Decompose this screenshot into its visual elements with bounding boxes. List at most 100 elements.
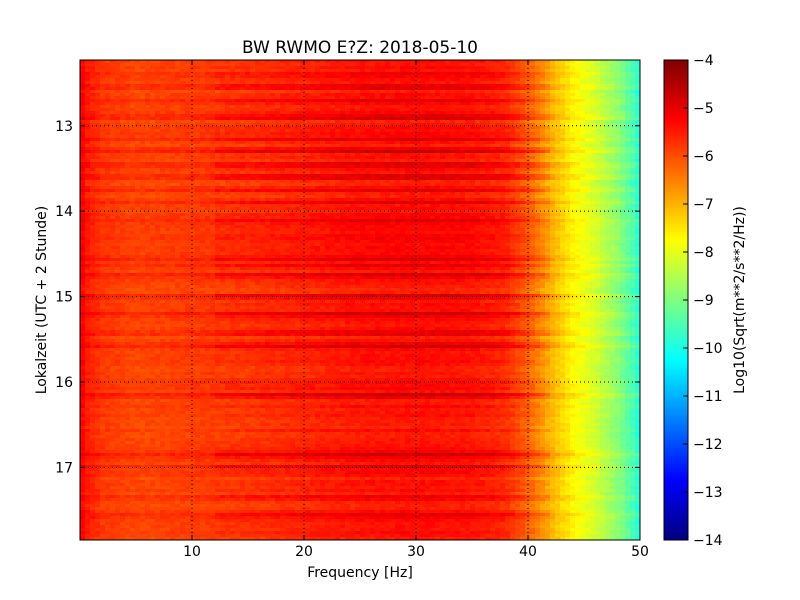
heatmap-cell — [200, 60, 206, 64]
heatmap-cell — [255, 69, 261, 73]
heatmap-cell — [155, 84, 161, 88]
heatmap-cell — [225, 87, 231, 91]
heatmap-cell — [275, 78, 281, 82]
heatmap-cell — [360, 75, 366, 79]
heatmap-cell — [480, 72, 486, 76]
heatmap-cell — [130, 102, 136, 106]
heatmap-cell — [120, 102, 126, 106]
heatmap-cell — [540, 87, 546, 91]
heatmap-cell — [635, 69, 640, 73]
heatmap-cell — [530, 90, 536, 94]
heatmap-cell — [160, 84, 166, 88]
heatmap-cell — [320, 60, 326, 64]
heatmap-cell — [475, 69, 481, 73]
heatmap-cell — [595, 63, 601, 67]
heatmap-cell — [140, 84, 146, 88]
heatmap-cell — [170, 60, 176, 64]
heatmap-cell — [490, 102, 496, 106]
heatmap-cell — [180, 102, 186, 106]
heatmap-cell — [165, 66, 171, 70]
heatmap-cell — [310, 96, 316, 100]
heatmap-cell — [530, 96, 536, 100]
heatmap-cell — [415, 84, 421, 88]
heatmap-cell — [290, 90, 296, 94]
heatmap-cell — [275, 102, 281, 106]
heatmap-cell — [595, 96, 601, 100]
heatmap-cell — [435, 75, 441, 79]
heatmap-cell — [320, 81, 326, 85]
heatmap-cell — [215, 96, 221, 100]
heatmap-cell — [540, 102, 546, 106]
heatmap-cell — [295, 102, 301, 106]
heatmap-cell — [270, 99, 276, 103]
heatmap-cell — [310, 75, 316, 79]
heatmap-cell — [565, 84, 571, 88]
heatmap-cell — [255, 102, 261, 106]
heatmap-cell — [340, 96, 346, 100]
heatmap-cell — [490, 60, 496, 64]
heatmap-cell — [550, 63, 556, 67]
heatmap-cell — [545, 93, 551, 97]
heatmap-cell — [440, 60, 446, 64]
heatmap-cell — [520, 78, 526, 82]
heatmap-cell — [430, 93, 436, 97]
heatmap-cell — [540, 66, 546, 70]
heatmap-cell — [130, 66, 136, 70]
heatmap-cell — [230, 69, 236, 73]
heatmap-cell — [135, 72, 141, 76]
heatmap-cell — [370, 84, 376, 88]
heatmap-cell — [440, 75, 446, 79]
heatmap-cell — [150, 99, 156, 103]
heatmap-cell — [120, 69, 126, 73]
heatmap-cell — [560, 102, 566, 106]
heatmap-cell — [195, 90, 201, 94]
heatmap-cell — [155, 69, 161, 73]
heatmap-cell — [250, 69, 256, 73]
heatmap-cell — [575, 60, 581, 64]
heatmap-cell — [195, 99, 201, 103]
heatmap-cell — [490, 99, 496, 103]
heatmap-cell — [190, 66, 196, 70]
heatmap-cell — [275, 99, 281, 103]
heatmap-cell — [510, 75, 516, 79]
heatmap-cell — [145, 63, 151, 67]
heatmap-cell — [325, 96, 331, 100]
heatmap-cell — [385, 81, 391, 85]
heatmap-cell — [280, 84, 286, 88]
heatmap-cell — [430, 69, 436, 73]
heatmap-cell — [575, 99, 581, 103]
heatmap-cell — [130, 87, 136, 91]
heatmap-cell — [590, 78, 596, 82]
heatmap-cell — [420, 90, 426, 94]
heatmap-cell — [420, 60, 426, 64]
heatmap-cell — [190, 69, 196, 73]
heatmap-cell — [500, 87, 506, 91]
heatmap-cell — [125, 66, 131, 70]
heatmap-cell — [200, 102, 206, 106]
heatmap-cell — [615, 87, 621, 91]
heatmap-cell — [600, 78, 606, 82]
heatmap-cell — [190, 63, 196, 67]
heatmap-cell — [565, 87, 571, 91]
heatmap-cell — [245, 66, 251, 70]
heatmap-cell — [375, 75, 381, 79]
heatmap-cell — [540, 78, 546, 82]
heatmap-cell — [180, 63, 186, 67]
heatmap-cell — [425, 63, 431, 67]
heatmap-cell — [430, 63, 436, 67]
heatmap-cell — [85, 84, 91, 88]
heatmap-cell — [480, 84, 486, 88]
heatmap-cell — [125, 78, 131, 82]
heatmap-cell — [235, 87, 241, 91]
heatmap-cell — [285, 99, 291, 103]
heatmap-cell — [445, 66, 451, 70]
heatmap-cell — [285, 87, 291, 91]
heatmap-cell — [410, 90, 416, 94]
heatmap-cell — [330, 69, 336, 73]
heatmap-cell — [500, 102, 506, 106]
heatmap-cell — [475, 99, 481, 103]
heatmap-cell — [365, 66, 371, 70]
heatmap-cell — [150, 75, 156, 79]
heatmap-cell — [110, 84, 116, 88]
heatmap-cell — [550, 66, 556, 70]
